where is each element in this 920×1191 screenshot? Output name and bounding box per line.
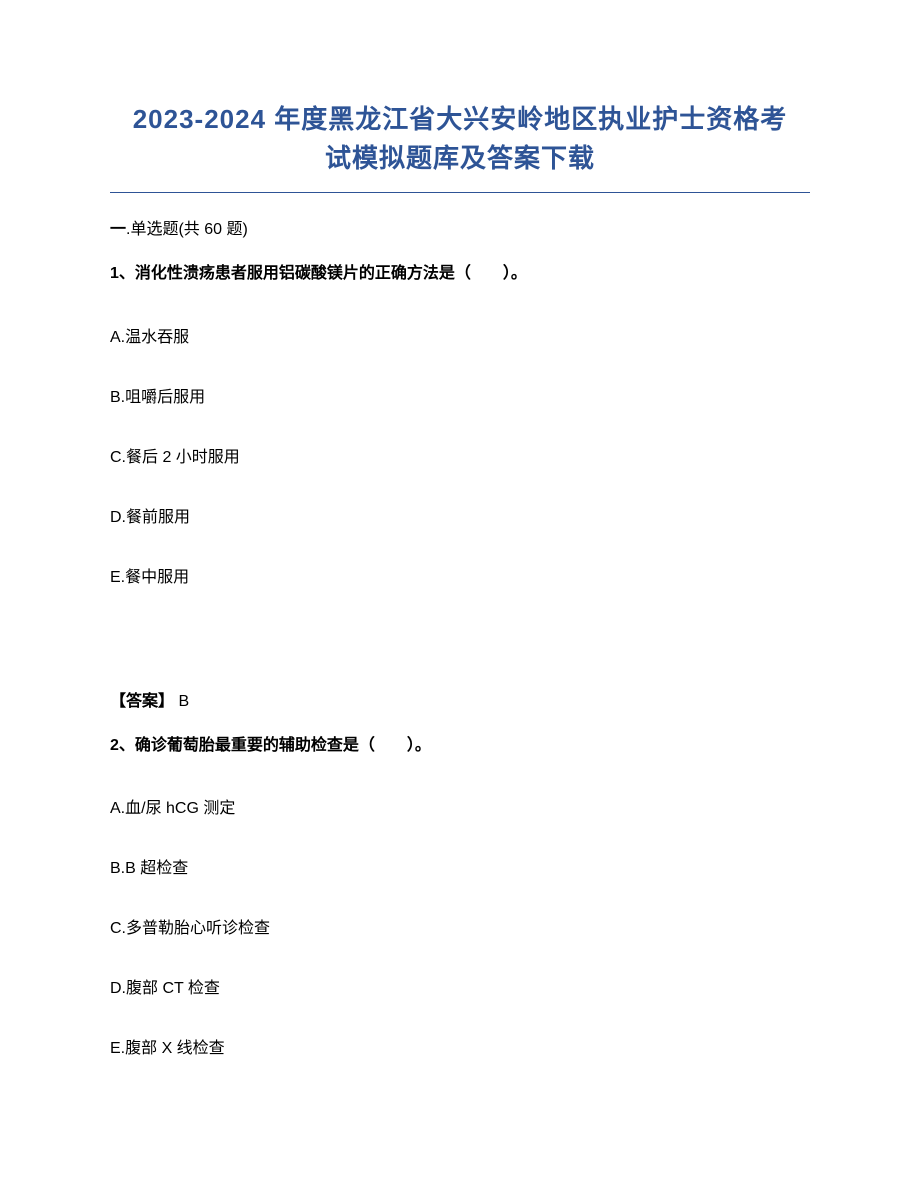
document-title: 2023-2024 年度黑龙江省大兴安岭地区执业护士资格考试模拟题库及答案下载 <box>110 100 810 193</box>
question-2-option-a: A.血/尿 hCG 测定 <box>110 794 810 818</box>
question-2-text: 确诊葡萄胎最重要的辅助检查是（ ）。 <box>135 737 431 754</box>
answer-label: 【答案】 <box>110 693 174 710</box>
question-2-option-e: E.腹部 X 线检查 <box>110 1034 810 1058</box>
question-1-option-a: A.温水吞服 <box>110 323 810 347</box>
question-1: 1、消化性溃疡患者服用铝碳酸镁片的正确方法是（ ）。 <box>110 261 810 287</box>
question-1-text: 消化性溃疡患者服用铝碳酸镁片的正确方法是（ ）。 <box>135 265 527 282</box>
question-1-option-e: E.餐中服用 <box>110 563 810 587</box>
question-2-number: 2、 <box>110 737 135 754</box>
question-1-number: 1、 <box>110 265 135 282</box>
question-2-option-b: B.B 超检查 <box>110 854 810 878</box>
question-1-option-d: D.餐前服用 <box>110 503 810 527</box>
question-1-answer: 【答案】 B <box>110 687 810 711</box>
question-2-option-d: D.腹部 CT 检查 <box>110 974 810 998</box>
question-2: 2、确诊葡萄胎最重要的辅助检查是（ ）。 <box>110 733 810 759</box>
question-1-option-c: C.餐后 2 小时服用 <box>110 443 810 467</box>
section-heading: 一.单选题(共 60 题) <box>110 215 810 239</box>
section-text: .单选题(共 60 题) <box>126 221 248 238</box>
answer-value: B <box>174 693 189 710</box>
section-prefix: 一 <box>110 221 126 238</box>
question-2-option-c: C.多普勒胎心听诊检查 <box>110 914 810 938</box>
question-1-option-b: B.咀嚼后服用 <box>110 383 810 407</box>
